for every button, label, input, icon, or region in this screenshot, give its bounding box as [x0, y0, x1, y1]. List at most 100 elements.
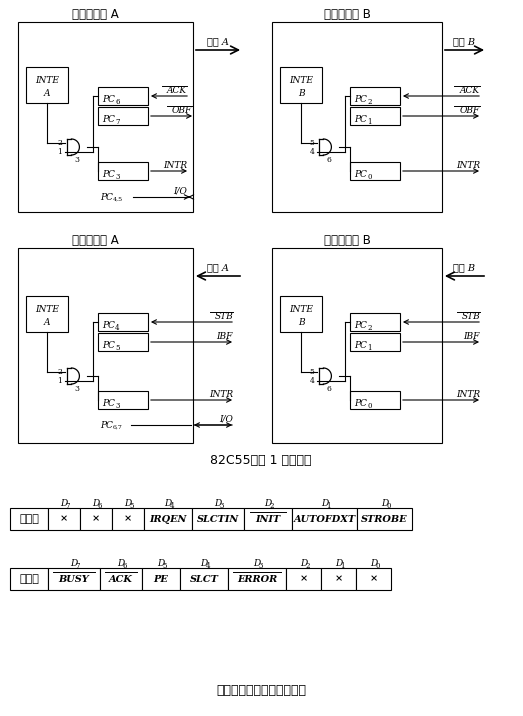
Bar: [228, 568, 286, 590]
Text: 端口 B: 端口 B: [453, 263, 475, 273]
Text: 3: 3: [115, 402, 119, 410]
Text: B: B: [298, 317, 304, 326]
Text: D: D: [71, 558, 77, 568]
Text: 6: 6: [326, 385, 332, 393]
Text: IBF: IBF: [463, 332, 480, 341]
Text: 4: 4: [310, 148, 314, 156]
Text: IBF: IBF: [217, 332, 233, 341]
Text: 5: 5: [130, 502, 134, 510]
Bar: [98, 162, 148, 180]
Text: 6,7: 6,7: [113, 425, 123, 430]
Bar: [350, 391, 400, 409]
Text: 端口 B: 端口 B: [453, 37, 475, 47]
Text: 1: 1: [326, 502, 331, 510]
Text: PC: PC: [354, 321, 367, 329]
Text: 0: 0: [386, 502, 391, 510]
Text: 3: 3: [259, 562, 263, 570]
Bar: [98, 333, 148, 351]
Text: D: D: [300, 558, 307, 568]
Bar: [321, 568, 356, 590]
Text: D: D: [381, 498, 388, 508]
Text: INIT: INIT: [255, 515, 280, 523]
Bar: [98, 313, 148, 331]
Text: 3: 3: [74, 385, 79, 393]
Text: 方式１端口 A: 方式１端口 A: [72, 7, 119, 21]
Text: 7: 7: [66, 502, 70, 510]
Text: SLCT: SLCT: [189, 574, 219, 584]
Text: 方式１端口 B: 方式１端口 B: [324, 233, 370, 246]
Text: PC: PC: [102, 170, 115, 178]
Text: D: D: [117, 558, 124, 568]
Bar: [144, 508, 192, 530]
Text: 方式１端口 B: 方式１端口 B: [324, 7, 370, 21]
Text: 2: 2: [270, 502, 274, 510]
Text: PC: PC: [100, 420, 113, 430]
Text: ×: ×: [60, 515, 68, 523]
Text: INTR: INTR: [456, 390, 480, 399]
Bar: [350, 162, 400, 180]
Bar: [80, 508, 112, 530]
Text: SLCTIN: SLCTIN: [197, 515, 239, 523]
Text: PC: PC: [102, 321, 115, 329]
Bar: [350, 333, 400, 351]
Bar: [26, 67, 68, 103]
Text: 控制字: 控制字: [19, 514, 39, 524]
Text: INTE: INTE: [35, 75, 59, 84]
Text: ACK: ACK: [167, 85, 187, 95]
Text: 6: 6: [98, 502, 103, 510]
Text: 5: 5: [310, 368, 314, 376]
Text: PC: PC: [354, 399, 367, 407]
Text: 端口 A: 端口 A: [207, 263, 229, 273]
Text: 0: 0: [367, 173, 371, 181]
Text: 6: 6: [115, 98, 119, 106]
Text: 7: 7: [76, 562, 80, 570]
Text: D: D: [335, 558, 342, 568]
Text: A: A: [44, 317, 50, 326]
Text: PC: PC: [102, 341, 115, 349]
Bar: [142, 568, 180, 590]
Text: 1: 1: [367, 344, 371, 352]
Text: 打印机控制字和状态字格式: 打印机控制字和状态字格式: [216, 684, 306, 697]
Text: 4: 4: [310, 377, 314, 385]
Text: 2: 2: [58, 139, 62, 147]
Text: 4,5: 4,5: [113, 196, 123, 201]
Bar: [100, 568, 142, 590]
Bar: [98, 391, 148, 409]
Text: D: D: [370, 558, 377, 568]
Text: ×: ×: [369, 574, 378, 584]
Bar: [112, 508, 144, 530]
Text: STB: STB: [461, 311, 480, 321]
Bar: [98, 107, 148, 125]
Text: D: D: [214, 498, 222, 508]
Bar: [180, 568, 228, 590]
Text: D: D: [93, 498, 99, 508]
Bar: [356, 568, 391, 590]
Text: AUTOFDXT: AUTOFDXT: [293, 515, 356, 523]
Bar: [18, 22, 193, 212]
Text: 82C55方式 1 内部结构: 82C55方式 1 内部结构: [210, 453, 312, 467]
Text: 0: 0: [375, 562, 380, 570]
Text: OBF: OBF: [460, 105, 480, 115]
Text: OBF: OBF: [172, 105, 192, 115]
Text: PC: PC: [354, 170, 367, 178]
Text: I/O: I/O: [219, 415, 233, 423]
Bar: [350, 107, 400, 125]
Text: 7: 7: [115, 118, 119, 126]
Text: 6: 6: [123, 562, 127, 570]
Text: D: D: [157, 558, 165, 568]
Bar: [280, 296, 322, 332]
Text: 3: 3: [220, 502, 224, 510]
Text: PC: PC: [100, 193, 113, 201]
Text: I/O: I/O: [173, 186, 187, 195]
Text: ×: ×: [300, 574, 308, 584]
Text: 状态字: 状态字: [19, 574, 39, 584]
Bar: [26, 296, 68, 332]
Text: 3: 3: [74, 156, 79, 164]
Bar: [48, 568, 100, 590]
Text: INTE: INTE: [289, 304, 313, 314]
Text: PC: PC: [354, 341, 367, 349]
Bar: [357, 508, 412, 530]
Text: PC: PC: [354, 115, 367, 123]
Bar: [244, 508, 292, 530]
Bar: [286, 568, 321, 590]
